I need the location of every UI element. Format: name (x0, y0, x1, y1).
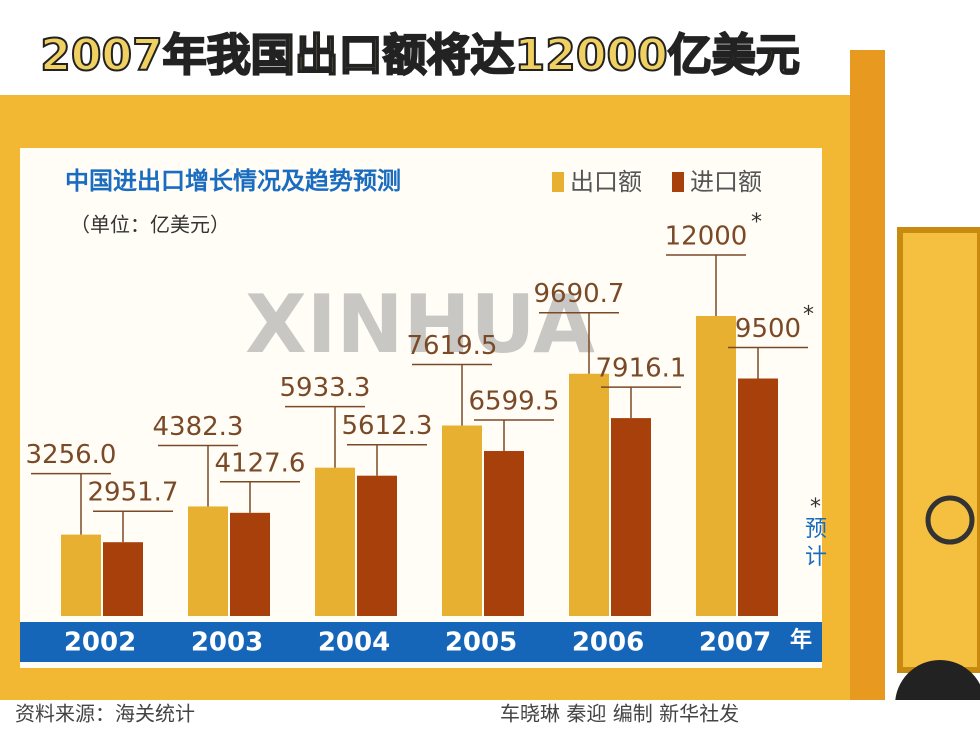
value-label: 9690.7 (534, 279, 625, 309)
watermark: XINHUA (245, 278, 595, 371)
credit: 车晓琳 秦迎 编制 新华社发 (500, 702, 739, 726)
bar (315, 467, 355, 616)
value-label: 5612.3 (342, 411, 433, 441)
forecast-note-char: 预 (805, 517, 827, 542)
value-label: 4127.6 (215, 448, 306, 478)
cab (897, 227, 980, 673)
forecast-note-char: 计 (805, 545, 827, 570)
x-tick-label: 2005 (445, 628, 517, 658)
bar (61, 534, 101, 616)
bar (230, 512, 270, 616)
value-label: 7619.5 (407, 331, 498, 361)
wheel-icon (925, 495, 975, 545)
bar (357, 475, 397, 616)
x-tick-label: 2006 (572, 628, 644, 658)
forecast-note: 预计 (805, 517, 827, 570)
x-tick-label: 2002 (64, 628, 136, 658)
bar (484, 451, 524, 616)
mast (850, 50, 885, 700)
value-label: 12000 (665, 222, 748, 252)
x-tick-label: 2003 (191, 628, 263, 658)
x-tick-label: 2004 (318, 628, 390, 658)
bar (738, 378, 778, 616)
bar (103, 542, 143, 616)
bar (188, 506, 228, 616)
forecast-mark: * (751, 210, 762, 235)
year-band (20, 622, 822, 662)
bar (442, 425, 482, 616)
x-unit: 年 (790, 627, 812, 653)
legend-label: 出口额 (570, 168, 642, 196)
chart-title: 2007年我国出口额将达12000亿美元 (40, 30, 800, 81)
value-label: 9500 (735, 314, 801, 344)
legend-label: 进口额 (690, 168, 762, 196)
forecast-mark: * (810, 495, 821, 520)
value-label: 3256.0 (26, 440, 117, 470)
bar (696, 316, 736, 616)
footer-bg (0, 700, 980, 735)
value-label: 2951.7 (88, 478, 179, 508)
source: 资料来源：海关统计 (15, 702, 195, 726)
value-label: 4382.3 (153, 412, 244, 442)
subtitle: 中国进出口增长情况及趋势预测 (65, 167, 401, 195)
unit: （单位：亿美元） (70, 213, 230, 237)
x-tick-label: 2007 (699, 628, 771, 658)
value-label: 6599.5 (469, 387, 560, 417)
value-label: 7916.1 (596, 354, 687, 384)
legend-swatch (672, 172, 684, 192)
bar (611, 418, 651, 616)
panel (20, 148, 822, 668)
bar (569, 373, 609, 616)
value-label: 5933.3 (280, 373, 371, 403)
legend-swatch (552, 172, 564, 192)
forecast-mark: * (803, 303, 814, 328)
